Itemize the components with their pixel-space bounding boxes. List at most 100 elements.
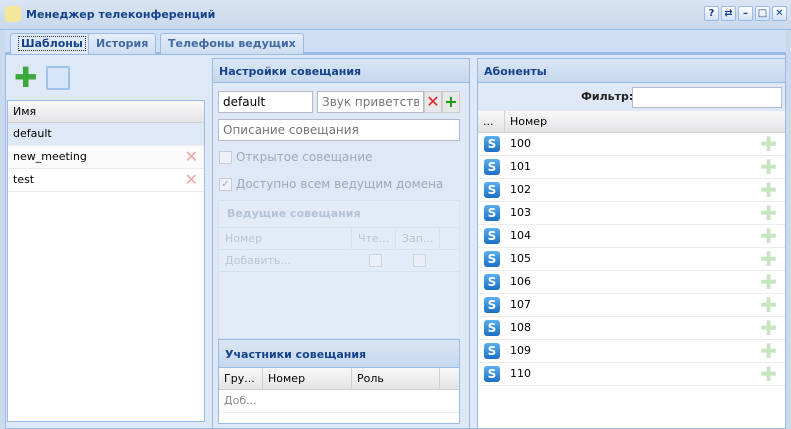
maximize-button[interactable]: □: [755, 6, 770, 21]
delete-icon[interactable]: ✕: [184, 170, 198, 189]
skype-icon: S: [484, 205, 500, 221]
column-header-number: Номер: [219, 228, 352, 249]
window-title: Менеджер телеконференций: [26, 8, 216, 21]
subscribers-title: Абоненты: [478, 59, 785, 83]
clear-sound-button[interactable]: ✕: [424, 91, 442, 113]
tab-host-phones[interactable]: Телефоны ведущих: [160, 33, 304, 54]
add-sound-button[interactable]: +: [442, 91, 460, 113]
subscriber-number: 106: [510, 275, 531, 288]
skype-icon: S: [484, 320, 500, 336]
column-header-number[interactable]: Номер: [510, 115, 548, 128]
subscriber-number: 105: [510, 252, 531, 265]
subscriber-number: 109: [510, 344, 531, 357]
add-subscriber-icon[interactable]: ✚: [760, 362, 777, 386]
skype-icon: S: [484, 136, 500, 152]
add-participant-label: Доб...: [224, 394, 257, 407]
column-header-write: Зап...: [396, 228, 440, 249]
template-row[interactable]: default: [8, 123, 204, 146]
skype-icon: S: [484, 159, 500, 175]
template-name: default: [13, 127, 52, 140]
app-icon: [5, 6, 21, 22]
tab-templates[interactable]: Шаблоны: [10, 33, 94, 56]
subscriber-row[interactable]: S 106 ✚: [478, 271, 785, 294]
refresh-button[interactable]: ⇄: [721, 6, 736, 21]
settings-title: Настройки совещания: [213, 59, 469, 83]
template-name: new_meeting: [13, 150, 87, 163]
tab-history[interactable]: История: [88, 33, 157, 54]
description-input[interactable]: [218, 119, 460, 141]
help-button[interactable]: ?: [704, 6, 719, 21]
hosts-title: Ведущие совещания: [219, 201, 459, 228]
checkmark-icon: ✓: [219, 178, 232, 191]
subscriber-number: 107: [510, 298, 531, 311]
meeting-name-input[interactable]: [218, 91, 313, 113]
subscriber-row[interactable]: S 101 ✚: [478, 156, 785, 179]
skype-icon: S: [484, 251, 500, 267]
subscriber-row[interactable]: S 105 ✚: [478, 248, 785, 271]
column-header-read: Чте...: [352, 228, 396, 249]
title-bar: [0, 0, 791, 30]
delete-icon[interactable]: ✕: [184, 147, 198, 166]
templates-grid: Имя default new_meeting ✕ test ✕: [7, 100, 205, 422]
subscriber-row[interactable]: S 100 ✚: [478, 133, 785, 156]
add-subscriber-icon[interactable]: ✚: [760, 270, 777, 294]
add-subscriber-icon[interactable]: ✚: [760, 339, 777, 363]
subscriber-row[interactable]: S 109 ✚: [478, 340, 785, 363]
add-subscriber-icon[interactable]: ✚: [760, 247, 777, 271]
add-host-label: Добавить...: [225, 254, 291, 267]
skype-icon: S: [484, 297, 500, 313]
skype-icon: S: [484, 274, 500, 290]
open-meeting-checkbox[interactable]: Открытое совещание: [219, 150, 372, 164]
subscriber-row[interactable]: S 103 ✚: [478, 202, 785, 225]
checkbox-label: Доступно всем ведущим домена: [236, 177, 444, 191]
checkbox-label: Открытое совещание: [236, 150, 373, 164]
subscriber-row[interactable]: S 108 ✚: [478, 317, 785, 340]
column-header-role[interactable]: Роль: [352, 368, 440, 389]
subscriber-number: 100: [510, 137, 531, 150]
write-checkbox[interactable]: [413, 254, 426, 267]
add-host-row[interactable]: Добавить...: [219, 250, 459, 272]
subscriber-number: 108: [510, 321, 531, 334]
filter-input[interactable]: [632, 87, 782, 108]
skype-icon: S: [484, 343, 500, 359]
save-icon[interactable]: [46, 66, 70, 90]
column-header-name[interactable]: Имя: [13, 105, 37, 118]
column-header-type[interactable]: ...: [478, 111, 505, 132]
subscriber-number: 101: [510, 160, 531, 173]
subscriber-row[interactable]: S 107 ✚: [478, 294, 785, 317]
template-name: test: [13, 173, 35, 186]
subscriber-number: 102: [510, 183, 531, 196]
domain-access-checkbox[interactable]: ✓ Доступно всем ведущим домена: [219, 177, 443, 191]
column-header-group[interactable]: Гру...: [219, 368, 263, 389]
greeting-sound-input[interactable]: [317, 91, 424, 113]
subscriber-row[interactable]: S 104 ✚: [478, 225, 785, 248]
skype-icon: S: [484, 228, 500, 244]
subscriber-number: 103: [510, 206, 531, 219]
template-row[interactable]: new_meeting ✕: [8, 146, 204, 169]
hosts-grid: Ведущие совещания Номер Чте... Зап... До…: [218, 200, 460, 339]
skype-icon: S: [484, 182, 500, 198]
add-subscriber-icon[interactable]: ✚: [760, 316, 777, 340]
checkbox-icon: [219, 151, 232, 164]
participants-grid: Участники совещания Гру... Номер Роль До…: [218, 339, 460, 424]
add-participant-row[interactable]: Доб...: [219, 390, 459, 413]
subscriber-number: 104: [510, 229, 531, 242]
subscriber-row[interactable]: S 102 ✚: [478, 179, 785, 202]
add-subscriber-icon[interactable]: ✚: [760, 224, 777, 248]
add-subscriber-icon[interactable]: ✚: [760, 178, 777, 202]
subscriber-number: 110: [510, 367, 531, 380]
tab-label: Шаблоны: [18, 36, 86, 51]
participants-title: Участники совещания: [219, 340, 459, 368]
add-subscriber-icon[interactable]: ✚: [760, 155, 777, 179]
subscribers-panel: Абоненты Фильтр: ... Номер S 100 ✚ S 101 ✚ S 10…: [477, 58, 786, 429]
add-subscriber-icon[interactable]: ✚: [760, 201, 777, 225]
read-checkbox[interactable]: [369, 254, 382, 267]
add-template-icon[interactable]: ✚: [14, 61, 38, 94]
close-button[interactable]: ✕: [772, 6, 787, 21]
minimize-button[interactable]: –: [738, 6, 753, 21]
add-subscriber-icon[interactable]: ✚: [760, 293, 777, 317]
subscriber-row[interactable]: S 110 ✚: [478, 363, 785, 386]
add-subscriber-icon[interactable]: ✚: [760, 132, 777, 156]
template-row[interactable]: test ✕: [8, 169, 204, 192]
column-header-number[interactable]: Номер: [263, 368, 352, 389]
